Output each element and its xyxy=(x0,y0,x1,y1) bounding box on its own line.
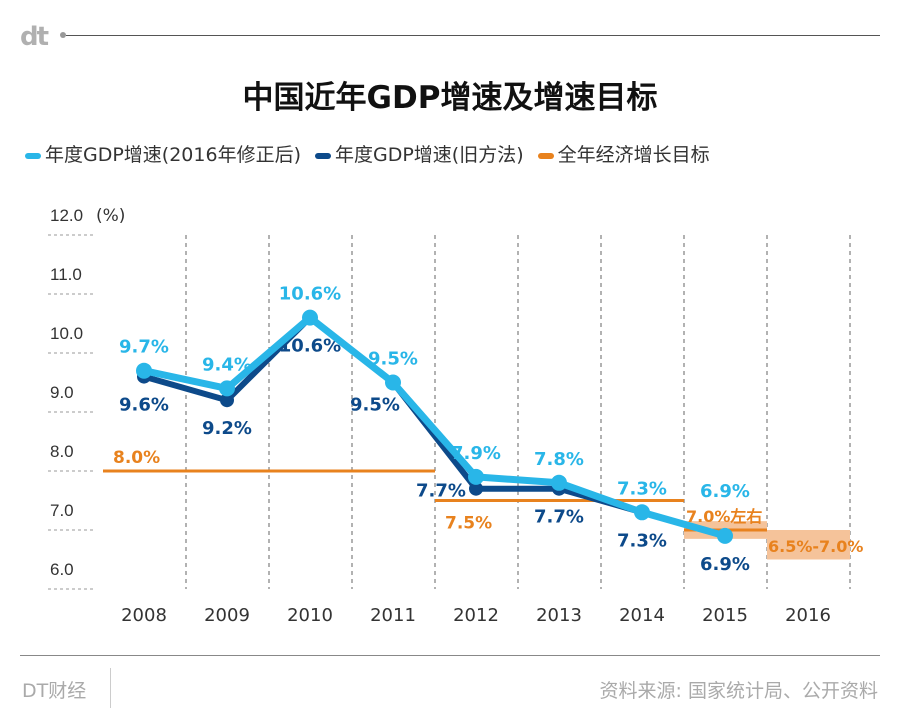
x-tick-label: 2014 xyxy=(619,605,665,626)
legend-label: 年度GDP增速(2016年修正后) xyxy=(45,144,301,166)
x-tick-label: 2008 xyxy=(121,605,167,626)
data-label: 10.6% xyxy=(279,336,341,357)
data-point xyxy=(634,504,650,521)
data-point xyxy=(385,374,401,391)
data-label: 9.2% xyxy=(202,418,252,439)
y-axis-unit: (%) xyxy=(96,206,125,226)
footer-brand: DT财经 xyxy=(22,680,87,702)
data-label: 7.8% xyxy=(534,449,584,470)
data-point xyxy=(469,481,483,496)
data-label: 9.7% xyxy=(119,337,169,358)
legend-item-target: 全年经济增长目标 xyxy=(537,140,710,167)
footer-vertical-divider xyxy=(110,668,111,708)
data-label: 7.7% xyxy=(416,481,466,502)
target-label: 7.5% xyxy=(445,514,492,534)
data-label: 6.9% xyxy=(700,481,750,502)
legend-label: 年度GDP增速(旧方法) xyxy=(335,144,524,166)
footer-source: 资料来源: 国家统计局、公开资料 xyxy=(599,680,878,702)
y-tick-label: 11.0 xyxy=(50,265,82,284)
legend-item-old: 年度GDP增速(旧方法) xyxy=(315,140,524,167)
legend-item-revised: 年度GDP增速(2016年修正后) xyxy=(25,140,301,167)
x-tick-label: 2016 xyxy=(785,605,831,626)
data-label: 7.3% xyxy=(617,530,667,551)
x-tick-label: 2011 xyxy=(370,605,416,626)
legend: 年度GDP增速(2016年修正后) 年度GDP增速(旧方法) 全年经济增长目标 xyxy=(25,140,710,167)
data-label: 9.4% xyxy=(202,354,252,375)
target-label: 7.0%左右 xyxy=(686,507,762,526)
y-tick-label: 7.0 xyxy=(50,501,74,520)
dt-logo: dt xyxy=(20,22,49,52)
footer-divider xyxy=(20,655,880,656)
legend-swatch xyxy=(537,152,554,159)
x-tick-label: 2015 xyxy=(702,605,748,626)
y-tick-label: 10.0 xyxy=(50,324,83,343)
chart-title: 中国近年GDP增速及增速目标 xyxy=(242,80,658,116)
target-label: 8.0% xyxy=(113,448,160,468)
target-label: 6.5%-7.0% xyxy=(768,537,863,556)
divider-dot xyxy=(60,32,66,38)
legend-swatch xyxy=(315,152,331,159)
data-label: 9.5% xyxy=(350,395,400,416)
series-line xyxy=(143,314,726,540)
top-divider xyxy=(66,35,880,36)
data-label: 10.6% xyxy=(279,284,341,305)
data-point xyxy=(136,362,152,379)
data-label: 9.6% xyxy=(119,395,169,416)
y-tick-label: 8.0 xyxy=(50,442,74,461)
x-tick-label: 2009 xyxy=(204,605,250,626)
target-band xyxy=(767,530,850,560)
x-tick-label: 2010 xyxy=(287,605,333,626)
y-tick-label: 12.0 xyxy=(50,206,83,225)
data-point xyxy=(468,468,484,485)
data-point xyxy=(219,380,235,397)
data-label: 6.9% xyxy=(700,554,750,575)
x-tick-label: 2012 xyxy=(453,605,499,626)
legend-label: 全年经济增长目标 xyxy=(557,144,710,166)
data-point xyxy=(551,474,567,491)
data-label: 7.3% xyxy=(617,478,667,499)
data-point xyxy=(302,309,318,326)
y-tick-label: 6.0 xyxy=(50,560,74,579)
data-label: 9.5% xyxy=(368,349,418,370)
data-label: 7.7% xyxy=(534,507,584,528)
data-label: 7.9% xyxy=(451,443,501,464)
x-tick-label: 2013 xyxy=(536,605,582,626)
data-point xyxy=(220,393,234,408)
y-tick-label: 9.0 xyxy=(50,383,74,402)
data-point xyxy=(717,527,733,544)
legend-swatch xyxy=(25,152,41,159)
